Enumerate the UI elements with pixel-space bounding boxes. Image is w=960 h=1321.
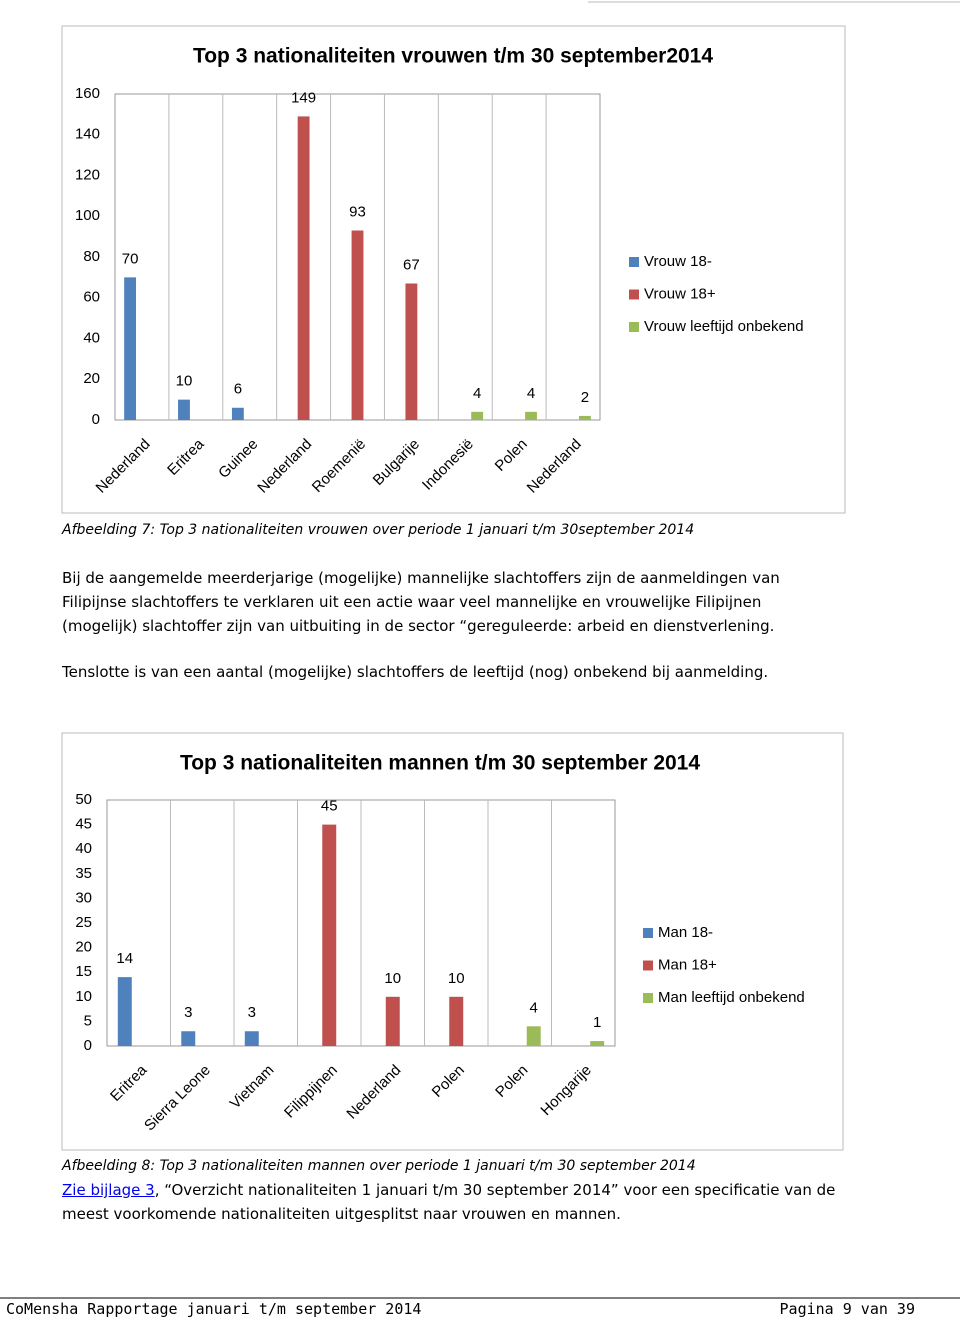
footer-left: CoMensha Rapportage januari t/m septembe… — [6, 1300, 422, 1318]
y-tick-label: 80 — [83, 248, 100, 265]
data-label: 10 — [176, 373, 193, 390]
chart-title: Top 3 nationaliteiten vrouwen t/m 30 sep… — [193, 45, 713, 68]
bar — [124, 277, 137, 420]
y-tick-label: 20 — [75, 939, 92, 956]
x-tick-label: Nederland — [93, 436, 154, 497]
bar — [590, 1041, 605, 1046]
data-label: 10 — [448, 970, 465, 987]
y-tick-label: 120 — [75, 166, 100, 183]
reference: Zie bijlage 3, “Overzicht nationaliteite… — [62, 1178, 842, 1226]
legend-label: Vrouw 18- — [644, 253, 712, 270]
bar — [117, 977, 132, 1046]
y-tick-label: 40 — [83, 329, 100, 346]
x-tick-label: Guinee — [215, 436, 261, 482]
bar — [525, 411, 537, 420]
data-label: 1 — [593, 1014, 601, 1031]
caption: Afbeelding 7: Top 3 nationaliteiten vrou… — [62, 522, 695, 538]
data-label: 93 — [349, 203, 366, 220]
data-label: 149 — [291, 89, 316, 106]
y-tick-label: 50 — [75, 791, 92, 808]
x-tick-label: Eritrea — [107, 1061, 151, 1105]
legend-swatch — [643, 928, 653, 938]
bar — [322, 824, 337, 1046]
bar — [181, 1031, 196, 1046]
data-label: 67 — [403, 256, 420, 273]
y-tick-label: 25 — [75, 914, 92, 931]
y-tick-label: 10 — [75, 988, 92, 1005]
data-label: 6 — [234, 381, 242, 398]
legend-swatch — [629, 257, 639, 267]
x-tick-label: Bulgarije — [370, 436, 423, 489]
data-label: 4 — [473, 385, 481, 402]
data-label: 2 — [581, 389, 589, 406]
x-tick-label: Nederland — [524, 436, 585, 497]
legend-label: Man leeftijd onbekend — [658, 989, 805, 1006]
x-tick-label: Vietnam — [227, 1062, 278, 1113]
reference-text: , “Overzicht nationaliteiten 1 januari t… — [62, 1181, 836, 1223]
y-tick-label: 30 — [75, 889, 92, 906]
chart-frame — [61, 732, 844, 1151]
x-tick-label: Hongarije — [537, 1062, 594, 1119]
legend-label: Vrouw 18+ — [644, 285, 716, 302]
x-tick-label: Nederland — [343, 1062, 404, 1123]
x-tick-label: Indonesië — [419, 436, 477, 494]
bar — [385, 996, 400, 1046]
paragraph: Bij de aangemelde meerderjarige (mogelij… — [62, 569, 780, 635]
bar — [449, 996, 464, 1046]
bar — [178, 399, 190, 420]
legend-swatch — [643, 993, 653, 1003]
bar — [231, 407, 244, 420]
y-tick-label: 100 — [75, 207, 100, 224]
y-tick-label: 0 — [84, 1037, 92, 1054]
y-tick-label: 45 — [75, 816, 92, 833]
y-tick-label: 160 — [75, 85, 100, 102]
y-tick-label: 35 — [75, 865, 92, 882]
x-tick-label: Sierra Leone — [141, 1062, 214, 1135]
bar — [526, 1026, 541, 1046]
data-label: 3 — [248, 1004, 256, 1021]
reference-link[interactable]: Zie bijlage 3 — [62, 1181, 155, 1199]
x-tick-label: Filippijnen — [281, 1062, 341, 1122]
y-tick-label: 60 — [83, 289, 100, 306]
bar — [405, 283, 418, 420]
caption: Afbeelding 8: Top 3 nationaliteiten mann… — [62, 1158, 696, 1174]
data-label: 4 — [527, 385, 535, 402]
chart-title: Top 3 nationaliteiten mannen t/m 30 sept… — [180, 752, 700, 775]
legend-label: Man 18+ — [658, 956, 717, 973]
y-tick-label: 15 — [75, 963, 92, 980]
legend-swatch — [629, 322, 639, 332]
legend-label: Man 18- — [658, 924, 713, 941]
chart-frame — [61, 25, 846, 514]
y-tick-label: 40 — [75, 840, 92, 857]
x-tick-label: Polen — [492, 436, 531, 475]
legend-swatch — [629, 289, 639, 300]
data-label: 14 — [116, 950, 133, 967]
x-tick-label: Polen — [429, 1062, 468, 1101]
legend-swatch — [643, 960, 653, 971]
bar — [471, 411, 484, 420]
legend-label: Vrouw leeftijd onbekend — [644, 318, 804, 335]
paragraph: Tenslotte is van een aantal (mogelijke) … — [62, 663, 769, 681]
x-tick-label: Roemenië — [309, 436, 369, 496]
data-label: 10 — [384, 970, 401, 987]
y-tick-label: 20 — [83, 370, 100, 387]
bar — [578, 415, 591, 420]
x-tick-label: Nederland — [254, 436, 315, 497]
data-label: 45 — [321, 798, 338, 815]
data-label: 4 — [530, 999, 538, 1016]
x-tick-label: Eritrea — [164, 435, 208, 479]
y-tick-label: 140 — [75, 126, 100, 143]
data-label: 70 — [122, 250, 139, 267]
bar — [297, 116, 310, 420]
footer-right: Pagina 9 van 39 — [779, 1300, 915, 1318]
x-tick-label: Polen — [492, 1062, 531, 1101]
y-tick-label: 5 — [84, 1012, 92, 1029]
bar — [351, 230, 364, 420]
data-label: 3 — [184, 1004, 192, 1021]
bar — [244, 1031, 259, 1046]
y-tick-label: 0 — [92, 411, 100, 428]
